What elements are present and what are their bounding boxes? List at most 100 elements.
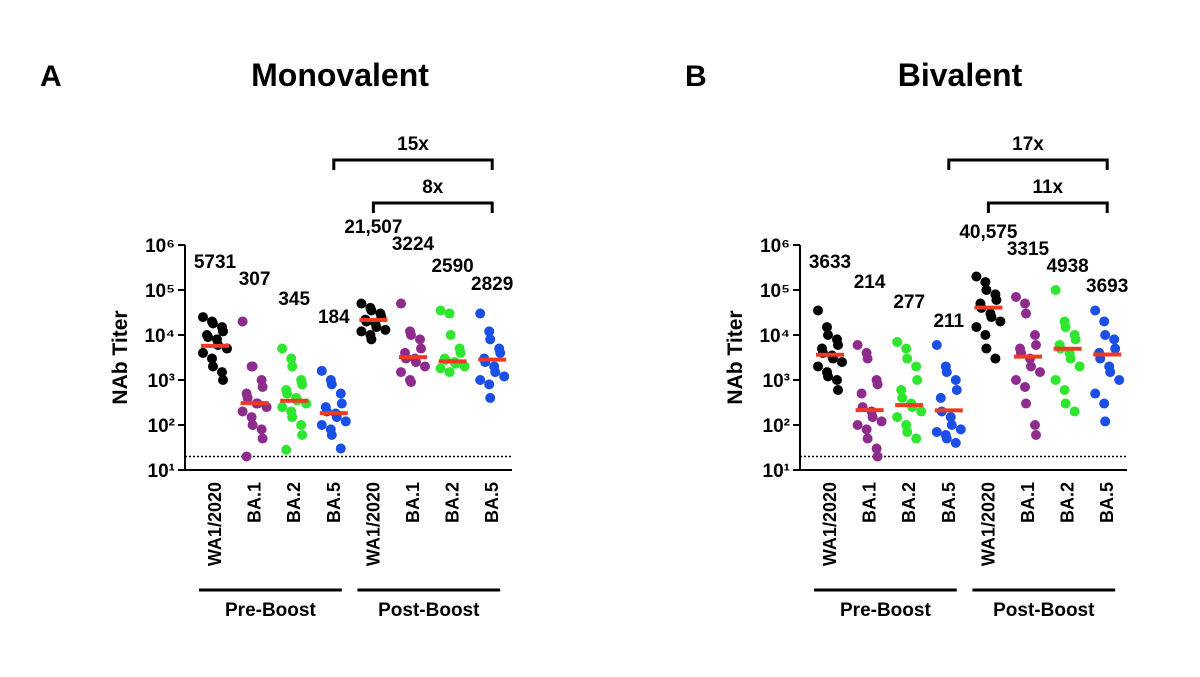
data-point [1050, 375, 1061, 385]
x-tick-label: WA1/2020 [205, 482, 225, 566]
data-point [833, 384, 843, 395]
data-point [911, 433, 922, 444]
data-point [366, 334, 377, 345]
data-point [356, 326, 367, 337]
y-tick-label: 10⁴ [759, 326, 790, 347]
data-point [257, 381, 268, 392]
median-label: 2829 [471, 274, 513, 295]
data-point [955, 424, 966, 435]
x-tick-label: BA.5 [939, 482, 959, 523]
median-label: 214 [854, 272, 886, 293]
y-axis-label: NAb Titer [109, 310, 132, 404]
data-point [203, 332, 213, 343]
data-point [444, 367, 455, 378]
data-point [1021, 398, 1031, 409]
data-point [406, 377, 416, 388]
data-point [1090, 305, 1101, 316]
data-point [326, 379, 337, 390]
data-point [237, 406, 248, 417]
data-point [246, 412, 257, 423]
data-point [297, 379, 308, 390]
data-point [445, 330, 456, 340]
data-point [1031, 429, 1041, 440]
data-point [484, 326, 495, 337]
median-label: 3224 [392, 234, 435, 255]
chart-title: Bivalent [898, 57, 1023, 93]
y-tick-label: 10⁶ [145, 236, 175, 257]
y-tick-label: 10² [763, 416, 790, 437]
data-point [852, 339, 863, 350]
data-point [991, 294, 1002, 305]
data-point [1074, 361, 1085, 372]
median-label: 3633 [809, 252, 851, 273]
data-point [415, 334, 425, 345]
data-point [499, 371, 510, 382]
data-point [335, 443, 346, 454]
data-point [484, 379, 495, 390]
data-point [1035, 367, 1045, 378]
data-point [208, 318, 218, 329]
y-tick-label: 10⁴ [144, 326, 175, 347]
comparison-bracket [986, 201, 1109, 213]
data-point [336, 398, 347, 409]
data-point [287, 361, 298, 372]
data-point [901, 343, 912, 354]
data-point [872, 451, 883, 462]
data-point [217, 367, 227, 378]
data-point [916, 406, 927, 417]
data-point [277, 402, 288, 413]
data-point [247, 420, 258, 430]
data-point [951, 384, 962, 395]
data-point [1030, 330, 1040, 340]
x-tick-label: BA.2 [1058, 482, 1078, 523]
data-point [852, 420, 863, 430]
data-point [1069, 406, 1080, 417]
data-point [247, 361, 258, 372]
median-label: 2590 [431, 256, 473, 277]
data-point [1105, 367, 1116, 378]
data-point [1109, 334, 1120, 345]
data-point [832, 375, 842, 385]
data-point [1020, 381, 1030, 392]
data-point [902, 426, 913, 437]
data-point [892, 336, 903, 347]
y-tick-label: 10² [148, 416, 175, 437]
data-point [371, 322, 382, 333]
data-point [823, 330, 833, 340]
y-tick-label: 10¹ [763, 461, 790, 482]
data-point [1114, 375, 1125, 385]
data-point [935, 392, 946, 403]
data-point [871, 443, 882, 454]
data-point [911, 361, 922, 372]
x-tick-label: BA.1 [245, 482, 265, 523]
data-point [822, 322, 832, 333]
data-point [971, 322, 982, 333]
data-point [1011, 291, 1021, 302]
data-point [950, 375, 961, 385]
data-point [1020, 298, 1030, 309]
data-point [411, 357, 421, 368]
data-point [861, 424, 872, 435]
x-tick-label: WA1/2020 [978, 482, 998, 566]
data-point [340, 416, 351, 427]
y-tick-label: 10³ [763, 371, 790, 392]
data-point [406, 330, 416, 340]
data-point [366, 305, 377, 316]
panel-label: A [40, 60, 62, 93]
comparison-bracket [371, 201, 494, 213]
data-point [256, 424, 267, 435]
y-tick-label: 10⁶ [760, 236, 790, 257]
data-point [237, 316, 248, 327]
data-point [316, 420, 327, 430]
data-point [490, 367, 501, 378]
data-point [1011, 375, 1021, 385]
data-point [218, 326, 228, 337]
data-point [287, 412, 298, 423]
data-point [862, 433, 873, 444]
x-tick-label: BA.1 [1018, 482, 1038, 523]
data-point [326, 429, 337, 440]
x-tick-label: BA.5 [1097, 482, 1117, 523]
data-point [902, 353, 913, 364]
y-axis-label: NAb Titer [724, 310, 747, 404]
data-point [813, 305, 823, 316]
